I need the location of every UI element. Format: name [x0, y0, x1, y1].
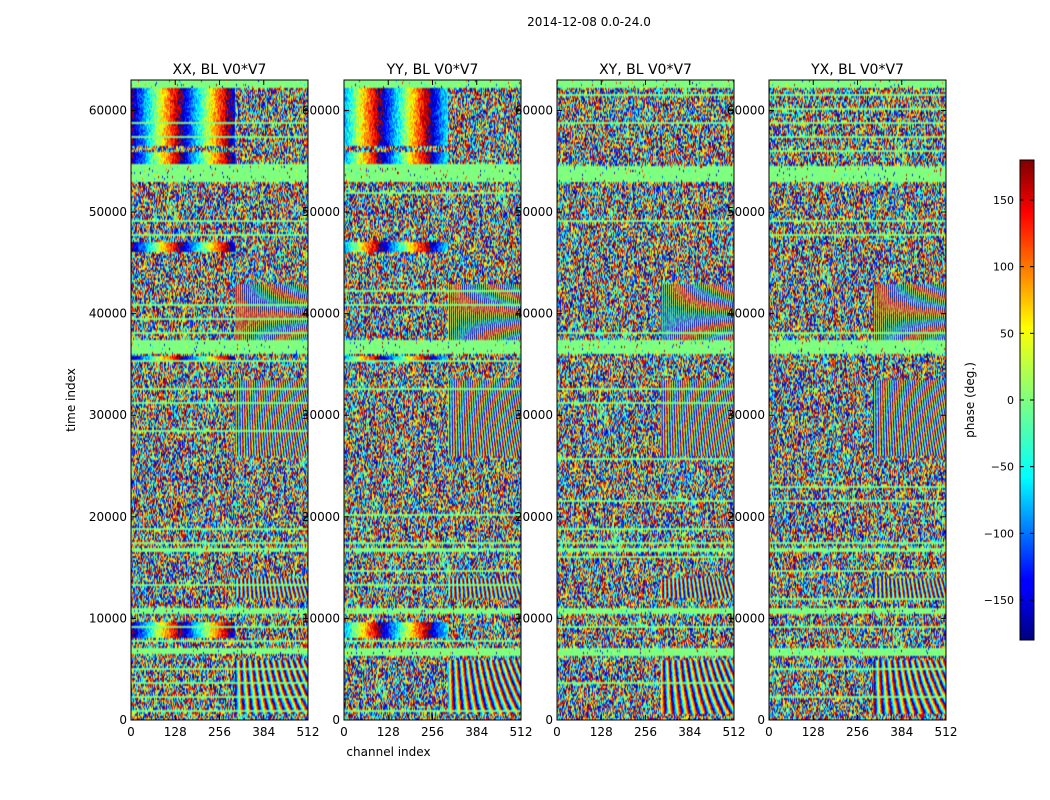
y-tick-label: 40000 — [89, 307, 127, 321]
colorbar-tick-label: 100 — [993, 261, 1014, 274]
x-tick-label: 0 — [340, 725, 348, 739]
y-tick-label: 20000 — [515, 510, 553, 524]
y-tick-label: 10000 — [515, 611, 553, 625]
colorbar-tick-label: 0 — [1007, 394, 1014, 407]
y-tick-label: 50000 — [302, 205, 340, 219]
colorbar-tick-label: −50 — [991, 461, 1014, 474]
y-tick-label: 20000 — [727, 510, 765, 524]
y-tick-label: 40000 — [727, 307, 765, 321]
y-tick-label: 40000 — [515, 307, 553, 321]
x-tick-label: 512 — [510, 725, 533, 739]
y-tick-label: 30000 — [515, 408, 553, 422]
panel-xx: XX, BL V0*V7 0 128 256 384 512 0 10000 20000 3000… — [64, 62, 319, 739]
y-tick-label: 60000 — [302, 103, 340, 117]
x-tick-label: 128 — [377, 725, 400, 739]
x-tick-label: 256 — [634, 725, 657, 739]
panel-yx: YX, BL V0*V7 0 128 256 384 512 0 10000 20000 3000… — [727, 62, 958, 739]
y-tick-label: 0 — [332, 713, 340, 727]
y-tick-label: 60000 — [89, 103, 127, 117]
y-tick-label: 30000 — [727, 408, 765, 422]
y-tick-label: 40000 — [302, 307, 340, 321]
heatmap-image — [769, 80, 946, 720]
colorbar-tick-label: 150 — [993, 194, 1014, 207]
colorbar: −150 −100 −50 0 50 100 150 phase (deg.) — [963, 159, 1035, 641]
heatmap-image — [344, 80, 521, 720]
y-tick-label: 30000 — [89, 408, 127, 422]
y-tick-label: 10000 — [302, 611, 340, 625]
y-tick-label: 10000 — [727, 611, 765, 625]
y-tick-label: 20000 — [89, 510, 127, 524]
panel-xy: XY, BL V0*V7 0 128 256 384 512 0 10000 20000 3000… — [515, 62, 746, 739]
y-tick-label: 60000 — [515, 103, 553, 117]
x-tick-label: 256 — [421, 725, 444, 739]
x-tick-label: 0 — [127, 725, 135, 739]
x-axis-label: channel index — [346, 745, 430, 759]
y-axis-label: time index — [64, 368, 78, 432]
y-tick-label: 50000 — [89, 205, 127, 219]
x-tick-label: 384 — [890, 725, 913, 739]
panel-title: YX, BL V0*V7 — [810, 62, 904, 78]
y-tick-label: 50000 — [727, 205, 765, 219]
panel-title: YY, BL V0*V7 — [386, 62, 479, 78]
y-tick-label: 0 — [757, 713, 765, 727]
y-tick-label: 60000 — [727, 103, 765, 117]
panel-yy: YY, BL V0*V7 0 128 256 384 512 0 10000 20000 3000… — [302, 62, 533, 759]
x-tick-label: 128 — [590, 725, 613, 739]
y-tick-label: 50000 — [515, 205, 553, 219]
x-tick-label: 384 — [678, 725, 701, 739]
x-tick-label: 384 — [252, 725, 275, 739]
y-tick-label: 10000 — [89, 611, 127, 625]
heatmap-image — [557, 80, 734, 720]
x-tick-label: 128 — [802, 725, 825, 739]
colorbar-label: phase (deg.) — [963, 362, 977, 438]
x-tick-label: 256 — [846, 725, 869, 739]
colorbar-tick-label: −100 — [984, 527, 1014, 540]
x-tick-label: 384 — [465, 725, 488, 739]
x-tick-label: 0 — [765, 725, 773, 739]
x-tick-label: 256 — [208, 725, 231, 739]
y-tick-label: 30000 — [302, 408, 340, 422]
x-tick-label: 128 — [164, 725, 187, 739]
heatmap-image — [131, 80, 308, 720]
colorbar-tick-label: −150 — [984, 594, 1014, 607]
x-tick-label: 512 — [723, 725, 746, 739]
y-tick-label: 0 — [119, 713, 127, 727]
y-tick-label: 0 — [545, 713, 553, 727]
panel-title: XX, BL V0*V7 — [173, 62, 267, 78]
panel-title: XY, BL V0*V7 — [599, 62, 692, 78]
y-tick-label: 20000 — [302, 510, 340, 524]
colorbar-tick-label: 50 — [1000, 327, 1014, 340]
x-tick-label: 0 — [553, 725, 561, 739]
x-tick-label: 512 — [935, 725, 958, 739]
x-tick-label: 512 — [297, 725, 320, 739]
figure-suptitle: 2014-12-08 0.0-24.0 — [527, 15, 651, 29]
